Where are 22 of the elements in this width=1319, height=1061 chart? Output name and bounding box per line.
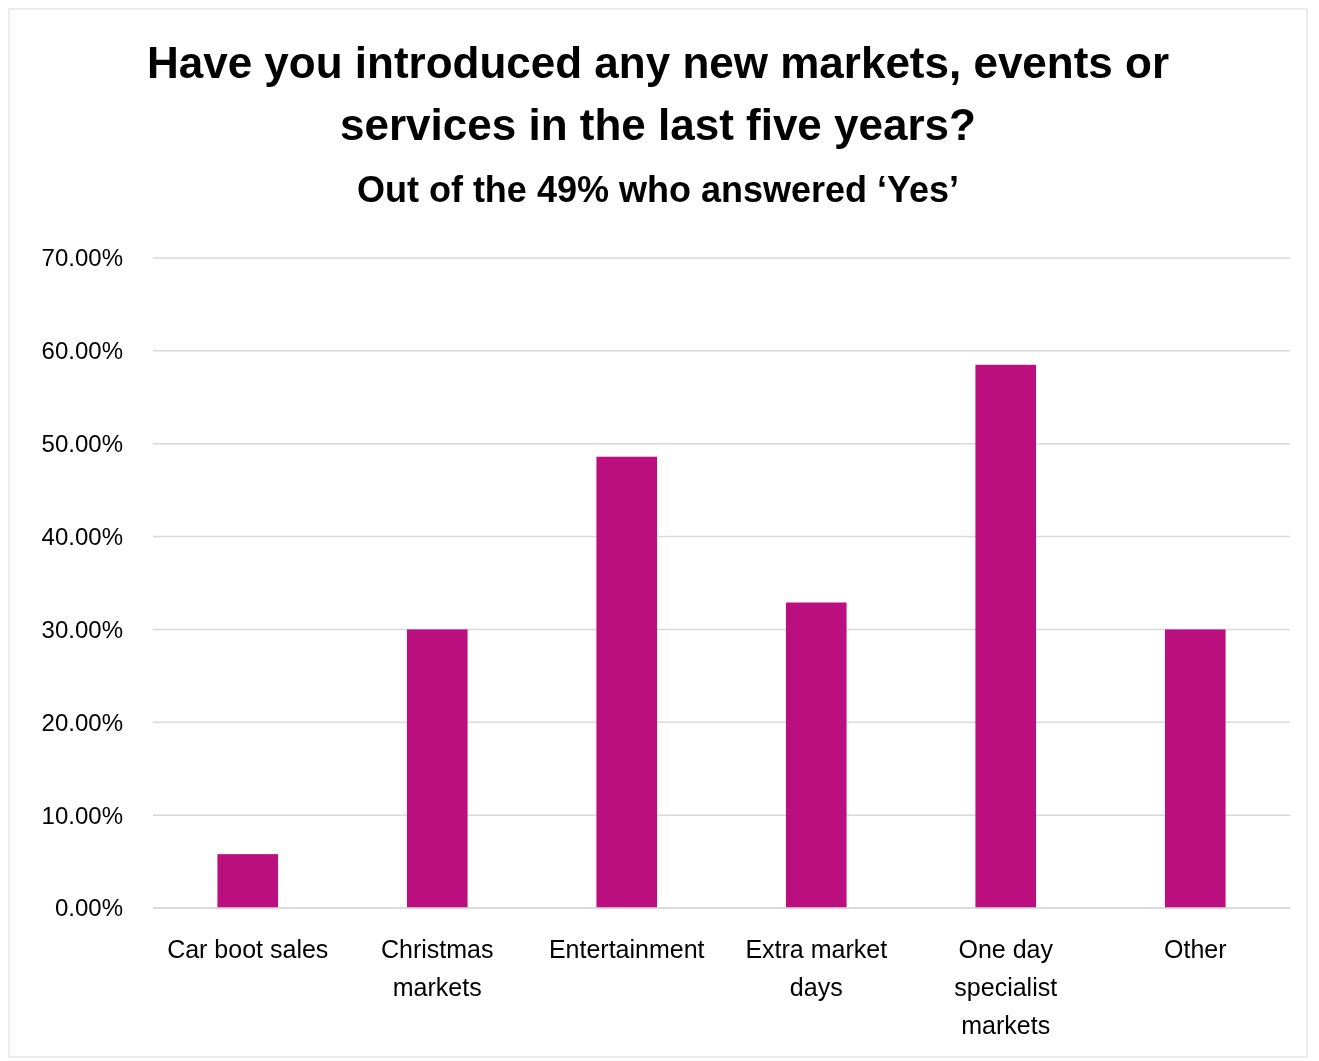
bar — [1164, 629, 1226, 908]
x-tick-label: Entertainment — [548, 935, 705, 963]
x-tick-label: Car boot sales — [167, 935, 329, 963]
y-tick-label: 10.00% — [41, 801, 123, 829]
bar — [596, 456, 658, 908]
y-tick-label: 0.00% — [54, 894, 123, 922]
bar — [406, 629, 468, 908]
chart-title: Have you introduced any new markets, events or services in the last five years? — [146, 38, 1170, 149]
bar — [217, 854, 279, 908]
bar — [975, 364, 1037, 908]
x-tick-label: Christmas markets — [380, 935, 494, 1001]
y-tick-label: 50.00% — [41, 430, 123, 458]
chart-subtitle: Out of the 49% who answered ‘Yes’ — [356, 169, 960, 210]
y-tick-label: 40.00% — [41, 522, 123, 550]
x-tick-label: One day specialist markets — [954, 935, 1058, 1039]
x-tick-label: Extra market days — [745, 935, 888, 1001]
y-tick-label: 70.00% — [41, 244, 123, 272]
bar — [785, 602, 847, 908]
y-tick-label: 20.00% — [41, 708, 123, 736]
y-tick-label: 60.00% — [41, 337, 123, 365]
x-tick-label: Other — [1163, 935, 1227, 963]
y-tick-label: 30.00% — [41, 615, 123, 643]
